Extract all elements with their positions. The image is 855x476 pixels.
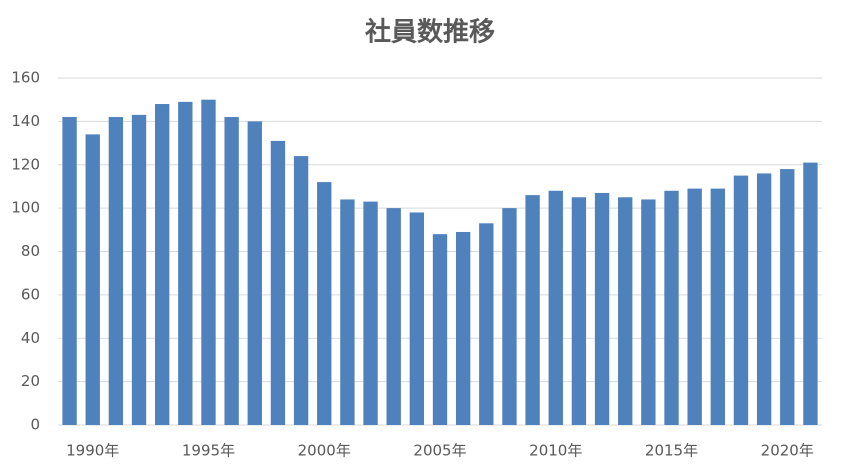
bar	[247, 121, 262, 425]
bar	[780, 169, 795, 425]
bar	[502, 208, 517, 425]
x-tick-label: 1995年	[182, 442, 235, 460]
y-tick-label: 0	[30, 416, 40, 434]
x-tick-label: 2015年	[645, 442, 698, 460]
bar	[386, 208, 401, 425]
y-tick-label: 160	[11, 69, 40, 87]
bar	[317, 182, 332, 425]
bar	[432, 234, 448, 425]
bar	[270, 140, 286, 426]
bar	[108, 117, 124, 425]
bar	[756, 173, 772, 425]
bar	[293, 156, 309, 425]
bar	[687, 188, 702, 425]
bar	[664, 190, 679, 425]
bar	[363, 201, 378, 425]
y-tick-label: 20	[21, 372, 40, 390]
bar	[85, 134, 100, 425]
y-tick-label: 140	[11, 112, 40, 130]
y-tick-label: 100	[11, 199, 40, 217]
bar	[340, 199, 355, 425]
bar	[409, 212, 425, 425]
y-tick-label: 120	[11, 155, 40, 173]
bar	[618, 197, 633, 425]
x-tick-label: 2005年	[413, 442, 466, 460]
bar	[62, 117, 77, 425]
y-tick-label: 40	[21, 329, 40, 347]
y-tick-label: 80	[21, 242, 40, 260]
bar	[224, 117, 239, 425]
bar	[710, 188, 725, 425]
bar	[178, 101, 193, 425]
bar	[201, 99, 216, 425]
chart-title: 社員数推移	[365, 17, 495, 48]
bar	[571, 197, 587, 425]
bar	[733, 175, 749, 425]
x-tick-label: 2020年	[761, 442, 814, 460]
bar	[548, 190, 563, 425]
y-tick-label: 60	[21, 285, 40, 303]
bar	[131, 114, 147, 426]
bar	[479, 223, 494, 425]
bar	[155, 104, 170, 426]
x-tick-label: 1990年	[66, 442, 119, 460]
bar	[525, 195, 540, 425]
bar	[455, 231, 471, 425]
bar	[641, 199, 656, 425]
x-tick-label: 2000年	[298, 442, 351, 460]
x-tick-label: 2010年	[529, 442, 582, 460]
bar	[803, 162, 818, 426]
bar	[594, 192, 610, 425]
